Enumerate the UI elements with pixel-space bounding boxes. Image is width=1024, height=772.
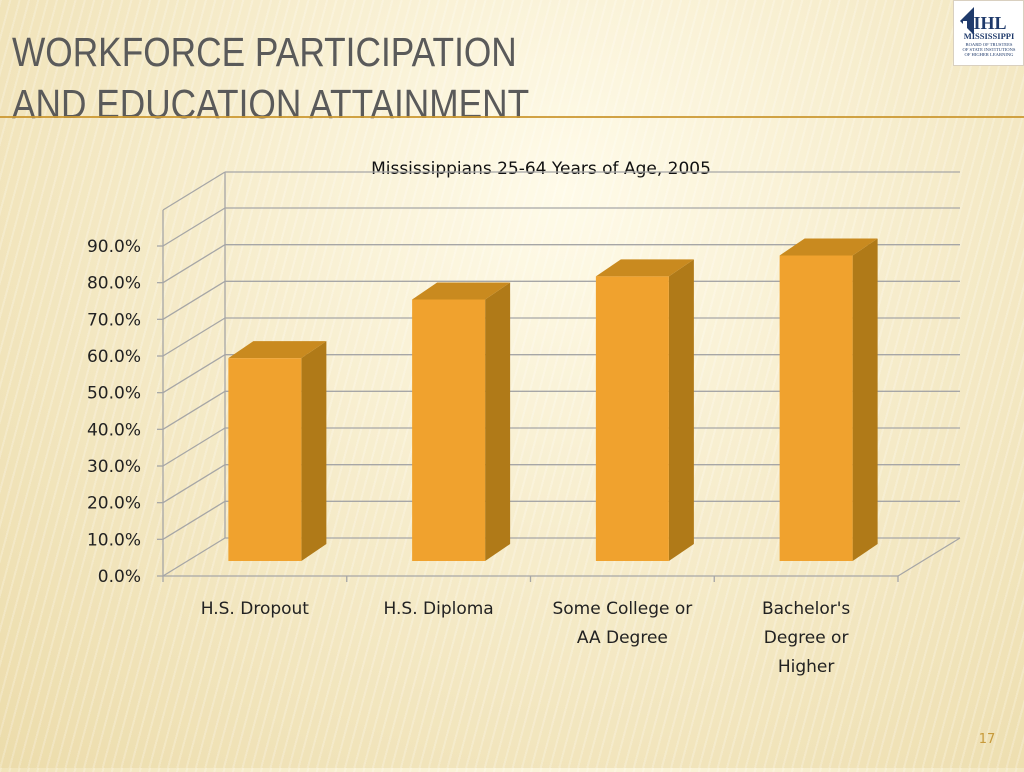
gridline-side: [162, 207, 226, 247]
slide-title: WORKFORCE PARTICIPATION AND EDUCATION AT…: [12, 26, 529, 130]
logo-column: [963, 21, 967, 35]
bar-front-face: [595, 276, 669, 561]
bar: [412, 282, 511, 561]
bar: [228, 341, 327, 561]
gridline-side: [162, 537, 226, 577]
bar: [779, 238, 878, 561]
chart-axes: [157, 210, 961, 582]
slide-number: 17: [978, 732, 996, 747]
x-category-label: Bachelor's: [762, 599, 850, 619]
bar-top-face: [228, 341, 327, 359]
gridline-side: [162, 244, 226, 284]
bar-front-face: [779, 255, 853, 561]
bar-side-face: [852, 238, 878, 561]
chart-title: Mississippians 25-64 Years of Age, 2005: [371, 159, 711, 179]
side-wall-top-edge: [162, 171, 226, 211]
gridline-side: [162, 500, 226, 540]
x-category-label: AA Degree: [577, 628, 668, 648]
y-tick-label: 10.0%: [87, 530, 141, 550]
logo-mark: IHL: [973, 13, 1006, 33]
gridline-side: [162, 317, 226, 357]
bar-front-face: [228, 358, 302, 561]
gridline-side: [162, 280, 226, 320]
gridline-side: [162, 464, 226, 504]
y-tick-label: 0.0%: [98, 567, 141, 587]
bar-side-face: [668, 259, 694, 561]
y-tick-label: 50.0%: [87, 384, 141, 404]
slide-title-line-1: WORKFORCE PARTICIPATION: [12, 29, 517, 75]
logo-line-4: OF HIGHER LEARNING: [965, 52, 1015, 57]
y-tick-label: 20.0%: [87, 494, 141, 514]
logo-line-2: BOARD OF TRUSTEES: [966, 42, 1013, 47]
x-category-label: Degree or: [764, 628, 849, 648]
gridline-side: [162, 427, 226, 467]
chart-bars: [228, 238, 878, 561]
y-tick-label: 80.0%: [87, 274, 141, 294]
y-tick-label: 40.0%: [87, 420, 141, 440]
x-category-label: H.S. Dropout: [201, 599, 310, 619]
bar: [595, 259, 694, 561]
ihl-building-logo-icon: IHL MISSISSIPPI BOARD OF TRUSTEES OF STA…: [960, 7, 1016, 57]
slide-title-line-2: AND EDUCATION ATTAINMENT: [12, 81, 530, 127]
gridline-side: [162, 354, 226, 394]
x-category-label: Higher: [778, 657, 835, 677]
bar-top-face: [412, 282, 511, 300]
logo-line-3: OF STATE INSTITUTIONS: [963, 47, 1016, 52]
gridline-side: [162, 390, 226, 430]
chart-labels: 0.0% 10.0% 20.0% 30.0% 40.0% 50.0% 60.0% 70.0% 8…: [87, 237, 850, 677]
bar-front-face: [412, 299, 486, 561]
bar-top-face: [595, 259, 694, 277]
floor-right-edge: [897, 537, 961, 577]
x-category-label: Some College or: [552, 599, 692, 619]
bar-side-face: [485, 282, 511, 561]
y-tick-label: 60.0%: [87, 347, 141, 367]
ihl-logo: IHL MISSISSIPPI BOARD OF TRUSTEES OF STA…: [953, 0, 1024, 66]
bar-side-face: [301, 341, 327, 561]
y-tick-label: 30.0%: [87, 457, 141, 477]
y-tick-label: 70.0%: [87, 310, 141, 330]
logo-line-1: MISSISSIPPI: [964, 31, 1015, 41]
title-divider: [0, 116, 1024, 118]
y-tick-label: 90.0%: [87, 237, 141, 257]
x-category-label: H.S. Diploma: [384, 599, 494, 619]
bar-top-face: [779, 238, 878, 256]
